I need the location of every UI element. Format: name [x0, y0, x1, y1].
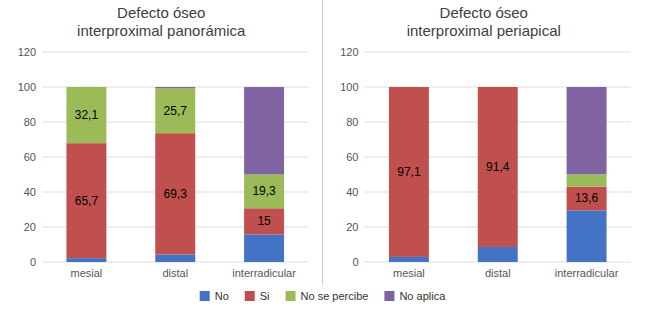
- y-tick-label: 120: [18, 46, 36, 58]
- grid-line: [42, 52, 309, 53]
- x-tick-label: mesial: [393, 267, 425, 279]
- bar-segment: [389, 257, 429, 262]
- bars: [389, 87, 607, 262]
- figure: Defecto óseointerproximal panorámica0204…: [0, 0, 645, 317]
- background: [0, 0, 645, 317]
- title: Defecto óseointerproximal periapical: [407, 4, 561, 39]
- bar-segment: [66, 87, 106, 88]
- y-tick-label: 60: [346, 151, 358, 163]
- data-label: 91,4: [486, 160, 510, 174]
- separator: [322, 0, 323, 285]
- bar-segment: [478, 247, 518, 262]
- data-label: 13,6: [575, 191, 599, 205]
- bar-segment: [66, 143, 106, 258]
- y-tick-label: 80: [24, 116, 36, 128]
- bars: [66, 87, 284, 262]
- title: Defecto óseointerproximal panorámica: [77, 4, 246, 39]
- bar-segment: [244, 208, 284, 234]
- panel: Defecto óseointerproximal periapical 0 20 4…: [340, 4, 631, 279]
- bar-segment: [155, 133, 195, 254]
- legend-swatch: [200, 291, 210, 301]
- data-label: 15: [257, 214, 271, 228]
- title-line: interproximal periapical: [407, 22, 561, 39]
- bar-segment: [244, 235, 284, 262]
- y-tick-label: 40: [24, 186, 36, 198]
- bar-segment: [389, 87, 429, 88]
- bar-segment: [244, 175, 284, 209]
- bar-segment: [389, 87, 429, 88]
- y-tick-label: 0: [30, 256, 36, 268]
- bar-segment: [155, 254, 195, 262]
- bar-segment: [567, 87, 607, 174]
- bar-segment: [244, 87, 284, 175]
- y-tick-label: 20: [346, 221, 358, 233]
- data-label: 32,1: [75, 108, 99, 122]
- y-tick-label: 40: [346, 186, 358, 198]
- grid-line: [365, 52, 632, 53]
- title-line: Defecto óseo: [117, 4, 205, 21]
- y-tick-label: 100: [340, 81, 358, 93]
- bar-segment: [155, 88, 195, 133]
- bar-segment: [389, 87, 429, 257]
- y-tick-label: 20: [24, 221, 36, 233]
- legend-entry: No: [215, 290, 229, 302]
- data-label: 19,3: [252, 184, 276, 198]
- y-tick-label: 80: [346, 116, 358, 128]
- panel: Defecto óseointerproximal panorámica 0 20 4…: [18, 4, 309, 279]
- legend-entry: No se percibe: [301, 290, 369, 302]
- bar-segment: [155, 87, 195, 88]
- x-tick-label: interradicular: [232, 267, 296, 279]
- y-tick-label: 60: [24, 151, 36, 163]
- y-tick-label: 100: [18, 81, 36, 93]
- legend-entry: Si: [260, 290, 270, 302]
- data-label: 65,7: [75, 194, 99, 208]
- x-tick-label: mesial: [71, 267, 103, 279]
- bar-segment: [567, 187, 607, 211]
- x-tick-label: interradicular: [555, 267, 619, 279]
- legend-entry: No aplica: [399, 290, 446, 302]
- bar-segment: [567, 210, 607, 262]
- bar-segment: [478, 87, 518, 88]
- bar-segment: [66, 87, 106, 143]
- title-line: Defecto óseo: [440, 4, 528, 21]
- data-label: 25,7: [164, 104, 188, 118]
- legend-swatch: [384, 291, 394, 301]
- x-tick-label: distal: [162, 267, 188, 279]
- data-labels: 65,7 69,3 15 32,1 25,7 19,3: [75, 104, 276, 229]
- data-label: 97,1: [397, 165, 421, 179]
- data-labels: 97,1 91,4 13,6: [397, 160, 598, 206]
- legend-swatch: [286, 291, 296, 301]
- bar-segment: [66, 258, 106, 262]
- bar-segment: [567, 174, 607, 186]
- legend-swatch: [245, 291, 255, 301]
- bar-segment: [478, 87, 518, 88]
- y-tick-label: 120: [340, 46, 358, 58]
- data-label: 69,3: [164, 187, 188, 201]
- legend: No Si No se percibe No aplica: [200, 290, 446, 302]
- bar-segment: [478, 87, 518, 247]
- title-line: interproximal panorámica: [77, 22, 246, 39]
- y-tick-label: 0: [352, 256, 358, 268]
- x-tick-label: distal: [485, 267, 511, 279]
